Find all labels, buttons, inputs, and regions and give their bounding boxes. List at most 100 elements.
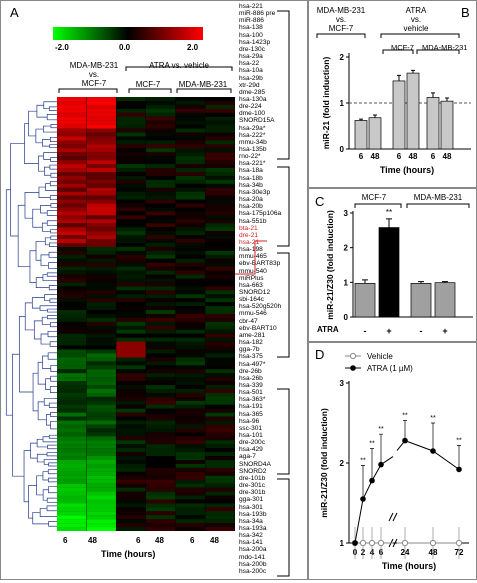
heatmap-cell xyxy=(86,179,116,184)
heatmap-cell xyxy=(86,369,116,374)
heatmap-cell xyxy=(205,353,235,358)
heatmap-cell xyxy=(175,219,205,224)
heatmap-cell xyxy=(86,278,116,283)
heatmap-cell xyxy=(175,100,205,105)
heatmap-cell xyxy=(205,250,235,255)
heatmap-cell xyxy=(116,183,146,188)
heatmap-cell xyxy=(146,487,176,492)
heatmap-cell xyxy=(175,440,205,445)
heatmap xyxy=(57,97,235,531)
heatmap-cell xyxy=(86,388,116,394)
heatmap-cell xyxy=(175,160,205,165)
heatmap-cell xyxy=(205,171,235,177)
heatmap-cell xyxy=(57,377,87,382)
series-marker-atra xyxy=(402,437,408,444)
heatmap-cell xyxy=(175,428,205,433)
heatmap-cell xyxy=(175,140,205,145)
heatmap-cell xyxy=(116,432,146,437)
series-significance: ** xyxy=(430,415,436,422)
gene-label: hsa-138 xyxy=(239,24,263,32)
heatmap-cell xyxy=(86,128,116,133)
heatmap-cell xyxy=(86,385,116,390)
dendrogram-branch xyxy=(50,420,55,430)
panel-c: C MCF-7 MDA-MB-231 ATRA 0 1 2 3 - + - + ** miR-21… xyxy=(308,188,477,342)
panel-b-brackets xyxy=(316,33,460,54)
heatmap-cell xyxy=(86,377,116,382)
heatmap-cell xyxy=(57,132,87,137)
heatmap-cell xyxy=(116,215,146,220)
heatmap-cell xyxy=(116,298,146,303)
panel-b-bar xyxy=(406,72,420,150)
heatmap-cell xyxy=(205,160,235,165)
panel-c-y-tick-label: 0 xyxy=(344,313,349,322)
heatmap-cell xyxy=(146,258,176,263)
gene-label: hsa-375 xyxy=(239,353,263,361)
heatmap-cell xyxy=(205,187,235,192)
heatmap-cell xyxy=(86,499,116,504)
heatmap-cell xyxy=(57,400,87,405)
panel-a: A -2.0 0.0 2.0 MDA-MB-231 vs. MCF-7 ATRA… xyxy=(0,0,308,580)
time-tick-5: 6 xyxy=(190,536,195,545)
heatmap-cell xyxy=(57,325,87,330)
heatmap-cell xyxy=(86,527,116,531)
gene-label: hsa-18a xyxy=(239,167,263,175)
heatmap-cell xyxy=(116,511,146,516)
heatmap-cell xyxy=(57,144,87,149)
heatmap-cell xyxy=(175,416,205,421)
heatmap-cell xyxy=(146,499,176,504)
heatmap-cell xyxy=(205,310,235,315)
heatmap-cell xyxy=(86,475,116,480)
heatmap-cell xyxy=(146,128,176,133)
heatmap-cell xyxy=(146,428,176,433)
panel-d-ylabel: miR-21/Z30 (fold induction) xyxy=(319,408,329,518)
series-error-bar xyxy=(431,422,435,451)
series-marker-atra xyxy=(360,496,366,502)
heatmap-cell xyxy=(86,432,116,437)
heatmap-cell xyxy=(205,503,235,508)
dendrogram-branch xyxy=(42,489,49,501)
heatmap-cell xyxy=(205,274,235,279)
heatmap-cell xyxy=(175,459,205,465)
scale-min-label: -2.0 xyxy=(55,43,69,52)
heatmap-cell xyxy=(205,515,235,520)
panel-b-error-bar xyxy=(445,97,449,102)
heatmap-cell xyxy=(57,191,87,196)
heatmap-cell xyxy=(205,207,235,212)
heatmap-cell xyxy=(146,519,176,524)
heatmap-cell xyxy=(116,235,146,240)
gene-label: dre-200c xyxy=(239,439,266,447)
heatmap-cell xyxy=(57,231,87,236)
time-tick-1: 6 xyxy=(63,536,68,545)
dendrogram-branch xyxy=(46,220,55,226)
heatmap-cell xyxy=(57,164,87,169)
heatmap-cell xyxy=(86,337,116,342)
heatmap-cell xyxy=(205,294,235,299)
heatmap-cell xyxy=(86,412,116,417)
heatmap-cell xyxy=(116,274,146,279)
scale-max-label: 2.0 xyxy=(187,43,199,52)
heatmap-cell xyxy=(205,203,235,208)
heatmap-cell xyxy=(116,219,146,224)
gene-label: mmu-465 xyxy=(239,253,267,261)
heatmap-cell xyxy=(116,164,146,169)
gene-label: dme-285 xyxy=(239,88,266,96)
heatmap-cell xyxy=(175,456,205,461)
panel-c-row-label: ATRA xyxy=(317,325,339,334)
heatmap-cell xyxy=(86,258,116,263)
gene-label: mmu-34b xyxy=(239,138,267,146)
heatmap-cell xyxy=(86,511,116,516)
heatmap-cell xyxy=(146,302,176,307)
heatmap-cell xyxy=(146,140,176,145)
heatmap-cell xyxy=(205,132,235,137)
heatmap-cell xyxy=(146,341,176,346)
heatmap-cell xyxy=(146,168,176,173)
series-significance: ** xyxy=(369,441,375,448)
heatmap-cell xyxy=(116,385,146,390)
heatmap-cell xyxy=(175,325,205,330)
panel-b-group1-line2: vs. xyxy=(335,15,347,24)
heatmap-cell xyxy=(116,140,146,145)
group1-line3: MCF-7 xyxy=(81,79,107,88)
heatmap-cell xyxy=(116,239,146,244)
panel-b-bar xyxy=(354,120,368,150)
